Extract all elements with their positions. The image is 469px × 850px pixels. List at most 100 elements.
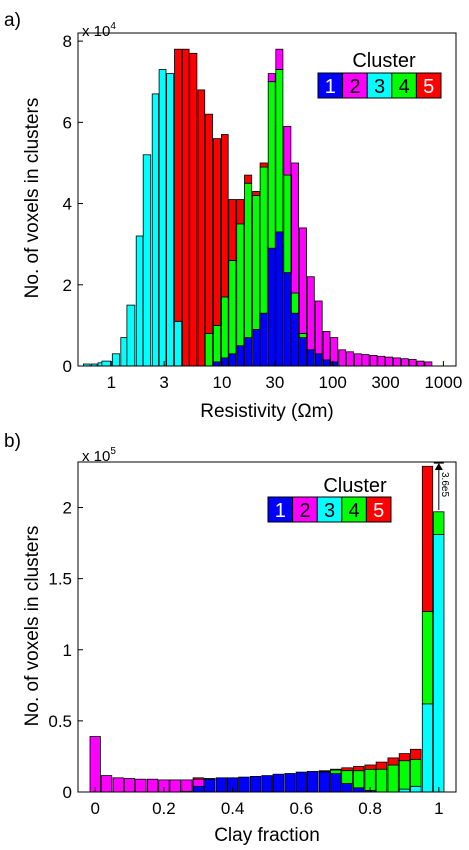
bar-segment-cluster-1 bbox=[203, 778, 216, 793]
bar-segment-cluster-3 bbox=[433, 534, 445, 793]
bar-segment-cluster-2 bbox=[377, 355, 386, 367]
bar-segment-cluster-1 bbox=[322, 359, 331, 367]
bar-segment-cluster-3 bbox=[142, 154, 152, 367]
panel-b-ylabel: No. of voxels in clusters bbox=[22, 526, 43, 727]
bar-segment-cluster-2 bbox=[100, 775, 113, 793]
y-tick-label: 2 bbox=[63, 276, 72, 295]
legend-swatch-2 bbox=[342, 72, 368, 99]
panel-a-label: a) bbox=[4, 10, 21, 31]
bar-segment-cluster-2 bbox=[192, 778, 204, 787]
bar-segment-cluster-2 bbox=[400, 358, 409, 367]
y-tick-label: 4 bbox=[63, 195, 72, 214]
panel-a-multiplier-exponent: 4 bbox=[110, 21, 116, 32]
bar-segment-cluster-2 bbox=[330, 337, 339, 363]
bar-segment-cluster-1 bbox=[261, 775, 273, 793]
bar-segment-cluster-1 bbox=[275, 231, 284, 367]
bar-segment-cluster-2 bbox=[123, 778, 136, 793]
panel-b-legend-title: Cluster bbox=[323, 475, 387, 497]
legend-label-2: 2 bbox=[299, 500, 310, 522]
bar-segment-cluster-1 bbox=[318, 771, 331, 793]
bar-segment-cluster-2 bbox=[291, 162, 300, 294]
panel-a-ylabel: No. of voxels in clusters bbox=[22, 98, 43, 299]
legend-label-1: 1 bbox=[275, 500, 286, 522]
bar-segment-cluster-3 bbox=[174, 320, 182, 367]
bar-segment-cluster-4 bbox=[267, 81, 276, 249]
bar-segment-cluster-1 bbox=[259, 312, 268, 367]
bar-segment-cluster-4 bbox=[275, 69, 284, 233]
bar-segment-cluster-1 bbox=[299, 337, 307, 367]
panel-b-label: b) bbox=[4, 431, 21, 452]
x-tick-label: 1000 bbox=[424, 373, 462, 392]
bar-segment-cluster-5 bbox=[259, 162, 268, 168]
bar-segment-cluster-4 bbox=[353, 770, 365, 789]
bar-segment-cluster-2 bbox=[369, 354, 378, 367]
bar-segment-cluster-2 bbox=[392, 357, 401, 367]
legend-swatch-1 bbox=[267, 496, 294, 523]
bar-segment-cluster-1 bbox=[215, 777, 227, 793]
panel-b-multiplier: x 105 bbox=[82, 446, 116, 465]
bar-segment-cluster-2 bbox=[267, 73, 276, 83]
x-tick-label: 0.2 bbox=[152, 799, 176, 818]
bar-segment-cluster-1 bbox=[267, 247, 276, 367]
bar-segment-cluster-3 bbox=[421, 703, 434, 793]
bar-segment-cluster-4 bbox=[421, 611, 434, 705]
x-tick-label: 0 bbox=[90, 799, 99, 818]
bar-segment-cluster-1 bbox=[228, 353, 237, 367]
legend-label-3: 3 bbox=[374, 76, 385, 98]
bar-segment-cluster-4 bbox=[259, 166, 268, 314]
bar-segment-cluster-5 bbox=[330, 768, 342, 771]
legend-label-3: 3 bbox=[324, 500, 335, 522]
panel-b-multiplier-base: x 10 bbox=[82, 448, 110, 465]
panel-b-xlabel: Clay fraction bbox=[214, 825, 320, 846]
legend-swatch-5 bbox=[415, 72, 442, 99]
bar-segment-cluster-5 bbox=[375, 761, 388, 770]
bar-segment-cluster-2 bbox=[338, 349, 347, 367]
bar-segment-cluster-4 bbox=[299, 333, 307, 338]
bar-segment-cluster-5 bbox=[364, 764, 376, 770]
bar-segment-cluster-1 bbox=[212, 361, 221, 367]
annotation-arrow-head bbox=[434, 463, 443, 470]
bar-segment-cluster-4 bbox=[341, 770, 353, 784]
bar-segment-cluster-1 bbox=[284, 773, 296, 793]
bar-segment-cluster-3 bbox=[135, 235, 144, 367]
y-tick-label: 0 bbox=[63, 357, 72, 376]
bar-segment-cluster-2 bbox=[322, 331, 331, 361]
bar-segment-cluster-4 bbox=[252, 194, 260, 330]
bar-segment-cluster-2 bbox=[314, 300, 323, 355]
bar-segment-cluster-5 bbox=[228, 199, 237, 261]
bar-segment-cluster-2 bbox=[408, 359, 417, 367]
bar-segment-cluster-1 bbox=[291, 312, 300, 367]
bar-segment-cluster-4 bbox=[283, 174, 292, 274]
legend-label-4: 4 bbox=[399, 76, 410, 98]
bar-segment-cluster-4 bbox=[375, 768, 388, 793]
bar-segment-cluster-4 bbox=[398, 760, 411, 790]
legend-label-5: 5 bbox=[423, 76, 434, 98]
panel-a-multiplier-base: x 10 bbox=[82, 23, 110, 40]
x-tick-label: 0.4 bbox=[221, 799, 245, 818]
bar-segment-cluster-2 bbox=[135, 778, 147, 793]
bar-segment-cluster-3 bbox=[120, 337, 128, 367]
bar-segment-cluster-5 bbox=[409, 748, 422, 760]
legend-label-5: 5 bbox=[373, 500, 384, 522]
bar-segment-cluster-2 bbox=[361, 354, 370, 367]
bar-segment-cluster-2 bbox=[424, 361, 433, 367]
bar-segment-cluster-3 bbox=[126, 304, 136, 367]
x-tick-label: 100 bbox=[319, 373, 347, 392]
panel-b-multiplier-exponent: 5 bbox=[110, 446, 116, 457]
bar-segment-cluster-2 bbox=[89, 736, 101, 793]
y-tick-label: 1.5 bbox=[48, 570, 72, 589]
bar-segment-cluster-1 bbox=[314, 353, 323, 367]
y-tick-label: 6 bbox=[63, 113, 72, 132]
bar-segment-cluster-4 bbox=[330, 769, 342, 774]
bar-segment-cluster-5 bbox=[197, 89, 206, 367]
annotation-label: 3.6e5 bbox=[439, 472, 450, 497]
x-tick-label: 10 bbox=[213, 373, 232, 392]
x-tick-label: 0.8 bbox=[358, 799, 382, 818]
bar-segment-cluster-2 bbox=[181, 779, 193, 792]
bar-segment-cluster-2 bbox=[345, 351, 354, 367]
panel-a-axes: 1 3 10 30 100 300 1000 0 2 4 6 8 bbox=[63, 32, 463, 392]
x-tick-label: 30 bbox=[265, 373, 284, 392]
bar-segment-cluster-1 bbox=[306, 771, 319, 793]
